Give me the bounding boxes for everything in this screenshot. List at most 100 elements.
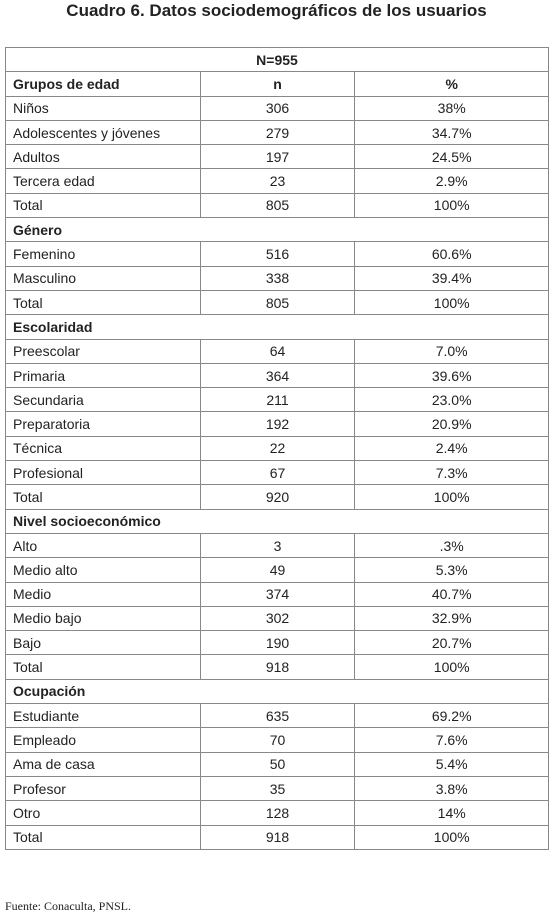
- row-label: Técnica: [5, 435, 201, 462]
- row-label: Masculino: [5, 265, 201, 291]
- table-row: Género: [5, 217, 549, 243]
- cell: 22: [199, 435, 356, 462]
- cell: 302: [199, 605, 356, 632]
- cell: 190: [199, 630, 356, 656]
- cell: 60.6%: [354, 241, 549, 267]
- cell: 35: [199, 775, 356, 802]
- table-row: Total 918 100%: [5, 654, 549, 680]
- row-label: Alto: [5, 532, 201, 559]
- table-row: Secundaria 211 23.0%: [5, 387, 549, 413]
- row-label: Total: [5, 654, 201, 680]
- table-row: Preparatoria 192 20.9%: [5, 411, 549, 437]
- row-label: Empleado: [5, 727, 201, 753]
- cell: 23: [199, 168, 356, 194]
- table-row: Estudiante 635 69.2%: [5, 703, 549, 729]
- row-label: Estudiante: [5, 703, 201, 729]
- table-row: Medio 374 40.7%: [5, 581, 549, 607]
- cell: 49: [199, 557, 356, 583]
- row-label: Medio: [5, 581, 201, 607]
- table-row: Profesional 67 7.3%: [5, 460, 549, 486]
- table-row: Bajo 190 20.7%: [5, 630, 549, 656]
- cell: 5.4%: [354, 751, 549, 777]
- row-label: Otro: [5, 800, 201, 826]
- section-header: Género: [5, 217, 549, 243]
- cell: 3: [199, 532, 356, 559]
- table-row: Masculino 338 39.4%: [5, 265, 549, 291]
- row-label: Adolescentes y jóvenes: [5, 119, 201, 146]
- cell: 23.0%: [354, 387, 549, 413]
- table-row: Adultos 197 24.5%: [5, 144, 549, 170]
- table-row: Grupos de edad n%: [5, 71, 549, 97]
- row-label: Medio bajo: [5, 605, 201, 632]
- table-row: Tercera edad 23 2.9%: [5, 168, 549, 194]
- table-row: Niños 306 38%: [5, 95, 549, 121]
- cell: 338: [199, 265, 356, 291]
- cell: 3.8%: [354, 775, 549, 802]
- cell: 918: [199, 824, 356, 850]
- table-row: Profesor 35 3.8%: [5, 775, 549, 802]
- table-row: Otro 128 14%: [5, 800, 549, 826]
- row-label: Bajo: [5, 630, 201, 656]
- row-label: Ama de casa: [5, 751, 201, 777]
- cell: 5.3%: [354, 557, 549, 583]
- table-row: N=955: [5, 46, 549, 73]
- cell: 2.9%: [354, 168, 549, 194]
- table-row: Medio bajo 302 32.9%: [5, 605, 549, 632]
- cell: 39.4%: [354, 265, 549, 291]
- cell: 805: [199, 192, 356, 219]
- cell: 70: [199, 727, 356, 753]
- row-label: Total: [5, 192, 201, 219]
- section-header: Nivel socioeconómico: [5, 508, 549, 534]
- cell: 50: [199, 751, 356, 777]
- table-row: Nivel socioeconómico: [5, 508, 549, 534]
- table-row: Empleado 70 7.6%: [5, 727, 549, 753]
- cell: 374: [199, 581, 356, 607]
- source-note: Fuente: Conaculta, PNSL.: [5, 899, 131, 913]
- row-label: Profesional: [5, 460, 201, 486]
- cell: 100%: [354, 824, 549, 850]
- row-label: Total: [5, 484, 201, 510]
- table-row: Total 805 100%: [5, 192, 549, 219]
- cell: 14%: [354, 800, 549, 826]
- cell: 128: [199, 800, 356, 826]
- table-title: Cuadro 6. Datos sociodemográficos de los…: [66, 1, 487, 20]
- section-header: Escolaridad: [5, 314, 549, 340]
- cell: 40.7%: [354, 581, 549, 607]
- cell: 34.7%: [354, 119, 549, 146]
- cell: 24.5%: [354, 144, 549, 170]
- table-row: Total 920 100%: [5, 484, 549, 510]
- table-row: Primaria 364 39.6%: [5, 362, 549, 389]
- row-label: Secundaria: [5, 387, 201, 413]
- table-row: Preescolar 64 7.0%: [5, 338, 549, 364]
- sample-size: N=955: [5, 46, 549, 73]
- cell: 920: [199, 484, 356, 510]
- cell: 100%: [354, 289, 549, 316]
- section-header: Ocupación: [5, 678, 549, 705]
- table-row: Escolaridad: [5, 314, 549, 340]
- cell: .3%: [354, 532, 549, 559]
- table-row: Femenino 516 60.6%: [5, 241, 549, 267]
- cell: 211: [199, 387, 356, 413]
- row-label: Primaria: [5, 362, 201, 389]
- row-label: Niños: [5, 95, 201, 121]
- row-label: Total: [5, 289, 201, 316]
- cell: 516: [199, 241, 356, 267]
- cell: 2.4%: [354, 435, 549, 462]
- table-row: Técnica 22 2.4%: [5, 435, 549, 462]
- column-header: n: [199, 71, 356, 97]
- table-row: Medio alto 49 5.3%: [5, 557, 549, 583]
- row-label: Tercera edad: [5, 168, 201, 194]
- cell: 20.7%: [354, 630, 549, 656]
- cell: 364: [199, 362, 356, 389]
- cell: 20.9%: [354, 411, 549, 437]
- column-header: Grupos de edad: [5, 71, 201, 97]
- cell: 7.6%: [354, 727, 549, 753]
- table-row: Total 805 100%: [5, 289, 549, 316]
- cell: 279: [199, 119, 356, 146]
- cell: 7.0%: [354, 338, 549, 364]
- row-label: Profesor: [5, 775, 201, 802]
- row-label: Preparatoria: [5, 411, 201, 437]
- cell: 64: [199, 338, 356, 364]
- cell: 100%: [354, 484, 549, 510]
